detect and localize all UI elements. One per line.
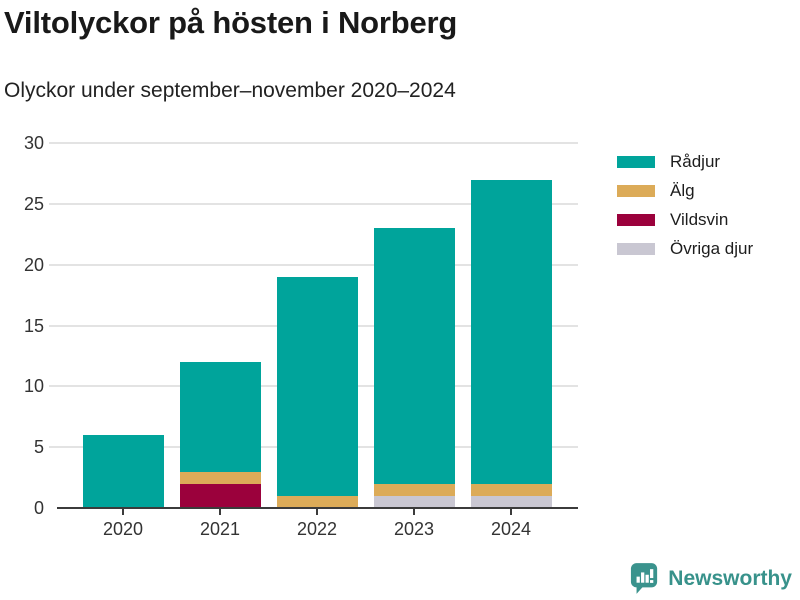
bar-segment-Rådjur-2021 xyxy=(179,362,261,472)
bar-segment-Rådjur-2020 xyxy=(82,435,164,508)
bar-segment-Älg-2023 xyxy=(373,483,455,496)
bar-segment-Rådjur-2022 xyxy=(276,276,358,496)
bar-2024 xyxy=(470,143,552,508)
legend-swatch xyxy=(617,184,655,197)
chart-title: Viltolyckor på hösten i Norberg xyxy=(4,5,458,40)
legend-item-Vildsvin: Vildsvin xyxy=(617,205,753,234)
chart-subtitle: Olyckor under september–november 2020–20… xyxy=(4,79,456,102)
gridline-20 xyxy=(49,263,578,266)
legend-label: Vildsvin xyxy=(670,209,729,229)
bar-segment-Rådjur-2023 xyxy=(373,228,455,484)
y-tick-label-10: 10 xyxy=(23,376,44,397)
x-tick-label-2021: 2021 xyxy=(199,519,241,539)
plot-area: 2020 2021 2022 2023 2024 xyxy=(57,143,578,539)
y-tick-label-20: 20 xyxy=(23,254,44,275)
gridline-25 xyxy=(49,202,578,205)
legend-swatch xyxy=(617,155,655,168)
bar-segment-Övriga djur-2024 xyxy=(470,495,552,508)
x-tick-label-2024: 2024 xyxy=(490,519,532,539)
bar-2023 xyxy=(373,143,455,508)
x-axis-line xyxy=(57,507,578,509)
legend-item-Älg: Älg xyxy=(617,176,753,205)
bar-2022 xyxy=(276,143,358,508)
bar-segment-Övriga djur-2023 xyxy=(373,495,455,508)
bar-segment-Älg-2021 xyxy=(179,471,261,484)
y-tick-label-30: 30 xyxy=(23,133,44,153)
x-tick-2022 xyxy=(316,509,318,515)
legend-item-Övriga djur: Övriga djur xyxy=(617,234,753,263)
brand-footer[interactable]: Newsworthy xyxy=(630,562,792,595)
x-tick-2024 xyxy=(510,509,512,515)
x-tick-label-2023: 2023 xyxy=(393,519,435,539)
y-tick-label-0: 0 xyxy=(33,498,44,518)
bar-segment-Älg-2022 xyxy=(276,495,358,508)
x-tick-2021 xyxy=(219,509,221,515)
x-tick-label-2020: 2020 xyxy=(102,519,144,539)
bar-segment-Rådjur-2024 xyxy=(470,179,552,484)
legend-label: Älg xyxy=(670,180,695,200)
legend: Rådjur Älg Vildsvin Övriga djur xyxy=(617,147,753,263)
x-tick-label-2022: 2022 xyxy=(296,519,338,539)
y-axis: 0 5 10 15 20 25 30 xyxy=(0,133,44,518)
legend-label: Övriga djur xyxy=(670,238,754,258)
y-tick-label-5: 5 xyxy=(33,437,44,458)
bar-2020 xyxy=(82,143,164,508)
legend-swatch xyxy=(617,213,655,226)
legend-label: Rådjur xyxy=(670,151,721,171)
y-tick-label-25: 25 xyxy=(23,193,44,214)
brand-name: Newsworthy xyxy=(668,566,792,590)
bar-segment-Älg-2024 xyxy=(470,483,552,496)
newsworthy-logo-icon xyxy=(631,563,658,594)
gridline-30 xyxy=(49,142,578,144)
bar-segment-Vildsvin-2021 xyxy=(179,483,261,508)
legend-item-Rådjur: Rådjur xyxy=(617,147,753,176)
y-tick-label-15: 15 xyxy=(23,315,44,336)
x-tick-2020 xyxy=(122,509,124,515)
legend-swatch xyxy=(617,242,655,255)
bar-2021 xyxy=(179,143,261,508)
x-tick-2023 xyxy=(413,509,415,515)
